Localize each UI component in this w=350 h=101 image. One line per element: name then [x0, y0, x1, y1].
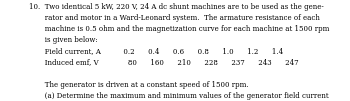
Text: 10.  Two identical 5 kW, 220 V, 24 A dc shunt machines are to be used as the gen: 10. Two identical 5 kW, 220 V, 24 A dc s… [29, 3, 337, 101]
